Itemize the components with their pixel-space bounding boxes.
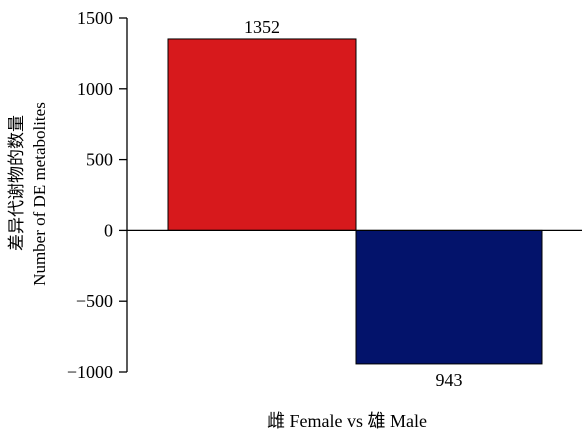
data-label: 943 [436, 370, 463, 390]
bar-negative [355, 229, 543, 365]
y-tick-label: −500 [76, 291, 113, 311]
data-label: 1352 [244, 17, 280, 37]
y-tick-label: 1500 [77, 8, 113, 28]
y-tick-label: −1000 [67, 362, 113, 382]
x-axis-label: 雌 Female vs 雄 Male [267, 411, 427, 430]
y-axis-label-english: Number of DE metabolites [30, 102, 49, 286]
bars-group [167, 38, 543, 365]
y-axis: 1500 1000 500 0 −500 −1000 [67, 8, 582, 382]
y-tick-label: 1000 [77, 79, 113, 99]
y-tick-label: 500 [86, 150, 113, 170]
bar-positive [167, 38, 357, 231]
data-labels-group: 1352 943 [244, 17, 463, 390]
y-tick-label: 0 [104, 220, 113, 240]
y-axis-label-chinese: 差异代谢物的数量 [7, 115, 26, 251]
